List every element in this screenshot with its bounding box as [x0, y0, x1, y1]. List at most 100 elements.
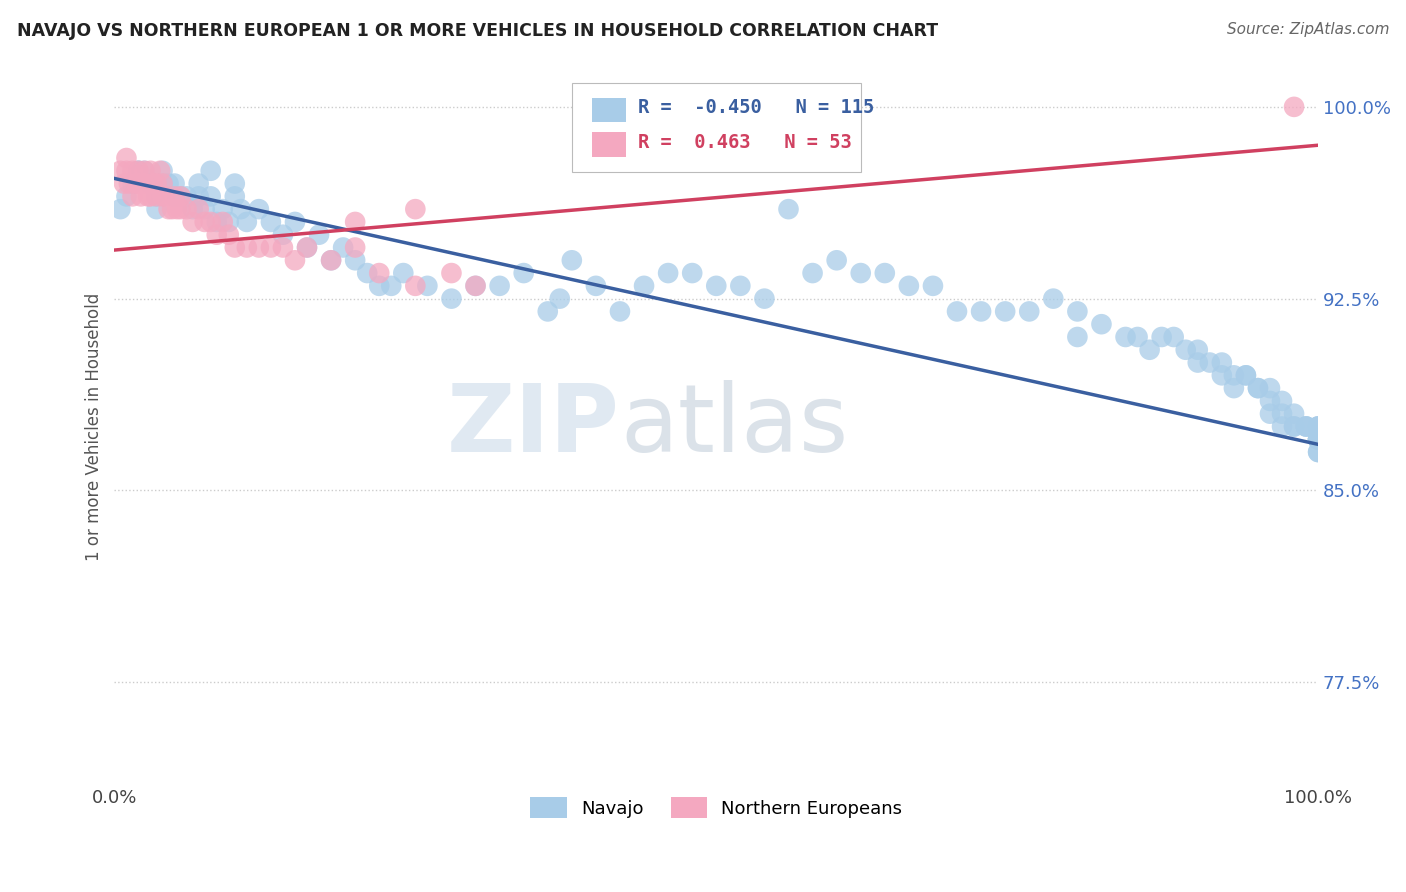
Point [609, 304, 631, 318]
Point [873, 266, 896, 280]
Point [157, 177, 180, 191]
Point [115, 189, 138, 203]
Text: Source: ZipAtlas.com: Source: ZipAtlas.com [1226, 22, 1389, 37]
Point [1271, 419, 1294, 434]
Point [145, 189, 167, 203]
Point [1090, 317, 1112, 331]
Point [1150, 330, 1173, 344]
Point [127, 163, 149, 178]
Point [1308, 419, 1330, 434]
Point [1066, 330, 1088, 344]
Point [1198, 355, 1220, 369]
Point [218, 227, 240, 242]
Point [163, 189, 186, 203]
Point [1115, 330, 1137, 344]
Point [127, 163, 149, 178]
Point [163, 177, 186, 191]
Point [464, 278, 486, 293]
Point [152, 189, 174, 203]
Point [142, 177, 165, 191]
Point [139, 177, 162, 191]
Point [295, 240, 318, 254]
Point [152, 163, 174, 178]
Point [169, 189, 191, 203]
Point [166, 202, 188, 216]
Point [1308, 445, 1330, 459]
Point [1295, 419, 1317, 434]
Point [127, 177, 149, 191]
Point [994, 304, 1017, 318]
Point [125, 177, 148, 191]
Point [922, 278, 945, 293]
Text: ZIP: ZIP [447, 381, 620, 473]
Point [657, 266, 679, 280]
Point [1211, 355, 1233, 369]
Point [187, 177, 209, 191]
Point [1187, 355, 1209, 369]
Point [1247, 381, 1270, 395]
Point [236, 215, 259, 229]
Point [730, 278, 752, 293]
Point [1223, 381, 1246, 395]
Point [633, 278, 655, 293]
Point [1308, 419, 1330, 434]
Point [115, 163, 138, 178]
Point [319, 253, 342, 268]
Point [1223, 368, 1246, 383]
Point [404, 202, 426, 216]
Point [1247, 381, 1270, 395]
Point [1308, 432, 1330, 446]
Point [319, 253, 342, 268]
Text: R =  0.463   N = 53: R = 0.463 N = 53 [638, 133, 852, 152]
Point [1282, 407, 1305, 421]
Point [754, 292, 776, 306]
Point [1308, 432, 1330, 446]
Legend: Navajo, Northern Europeans: Navajo, Northern Europeans [523, 790, 910, 825]
Point [157, 202, 180, 216]
Point [356, 266, 378, 280]
Point [368, 266, 391, 280]
Point [139, 163, 162, 178]
Point [200, 163, 222, 178]
Point [801, 266, 824, 280]
Point [224, 177, 246, 191]
Point [181, 202, 204, 216]
Point [1211, 368, 1233, 383]
Point [1258, 393, 1281, 408]
Point [537, 304, 560, 318]
Point [681, 266, 703, 280]
Point [1042, 292, 1064, 306]
Point [1234, 368, 1257, 383]
Point [205, 227, 228, 242]
Point [440, 266, 463, 280]
Point [121, 163, 143, 178]
Point [295, 240, 318, 254]
Point [152, 177, 174, 191]
Point [825, 253, 848, 268]
Point [1282, 419, 1305, 434]
Point [118, 177, 141, 191]
Point [464, 278, 486, 293]
Point [205, 215, 228, 229]
Point [1139, 343, 1161, 357]
Point [129, 189, 152, 203]
Point [229, 202, 252, 216]
Point [139, 177, 162, 191]
Text: R =  -0.450   N = 115: R = -0.450 N = 115 [638, 98, 875, 118]
Point [284, 253, 307, 268]
Point [970, 304, 993, 318]
Point [121, 177, 143, 191]
Point [260, 240, 283, 254]
Point [139, 189, 162, 203]
Point [1308, 419, 1330, 434]
Point [440, 292, 463, 306]
Point [1174, 343, 1197, 357]
Point [176, 189, 198, 203]
Point [344, 240, 367, 254]
Point [1018, 304, 1040, 318]
Point [145, 177, 167, 191]
Point [211, 215, 233, 229]
Point [247, 240, 270, 254]
Point [344, 215, 367, 229]
Point [488, 278, 510, 293]
